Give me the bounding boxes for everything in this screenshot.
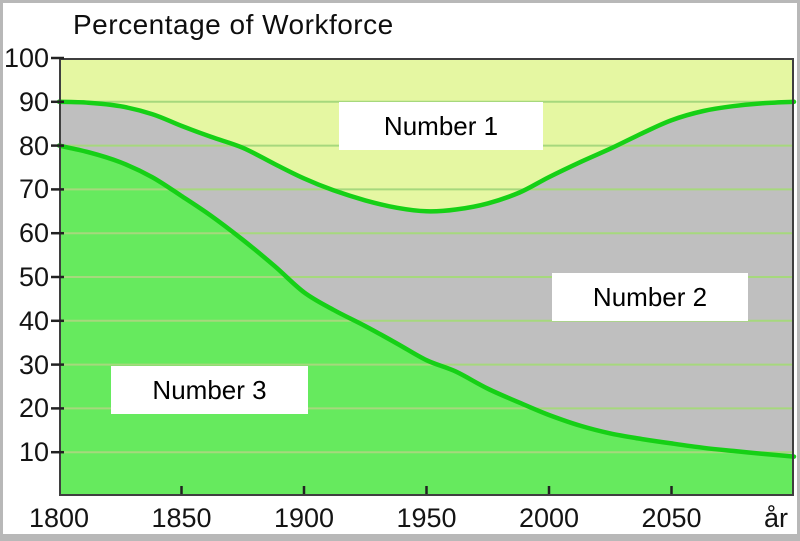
region-label-number-3: Number 3: [111, 366, 308, 414]
x-tick-label-1950: 1950: [396, 503, 457, 533]
upper-boundary-curve: [56, 99, 797, 214]
y-tick-label-50: 50: [18, 262, 49, 292]
y-tick-label-30: 30: [18, 349, 49, 380]
x-tick-label-1900: 1900: [273, 503, 335, 533]
y-tick-label-40: 40: [18, 305, 49, 336]
y-tick-label-70: 70: [18, 174, 49, 205]
x-axis-unit-label: år: [763, 503, 788, 533]
lower-boundary-curve: [56, 143, 797, 459]
region-label-number-1: Number 1: [339, 102, 543, 150]
x-tick-label-1800: 1800: [28, 503, 90, 533]
region-label-number-2: Number 2: [552, 273, 748, 321]
x-tick-label-2000: 2000: [518, 503, 580, 533]
y-tick-label-60: 60: [18, 218, 49, 249]
y-tick-label-100: 100: [3, 43, 49, 73]
y-tick-label-90: 90: [18, 86, 49, 117]
x-tick-label-2050: 2050: [641, 503, 702, 533]
y-tick-label-20: 20: [18, 393, 49, 424]
y-tick-label-10: 10: [18, 437, 49, 468]
chart-title: Percentage of Workforce: [73, 9, 394, 40]
y-tick-label-80: 80: [18, 130, 49, 161]
x-tick-label-1850: 1850: [151, 503, 212, 533]
